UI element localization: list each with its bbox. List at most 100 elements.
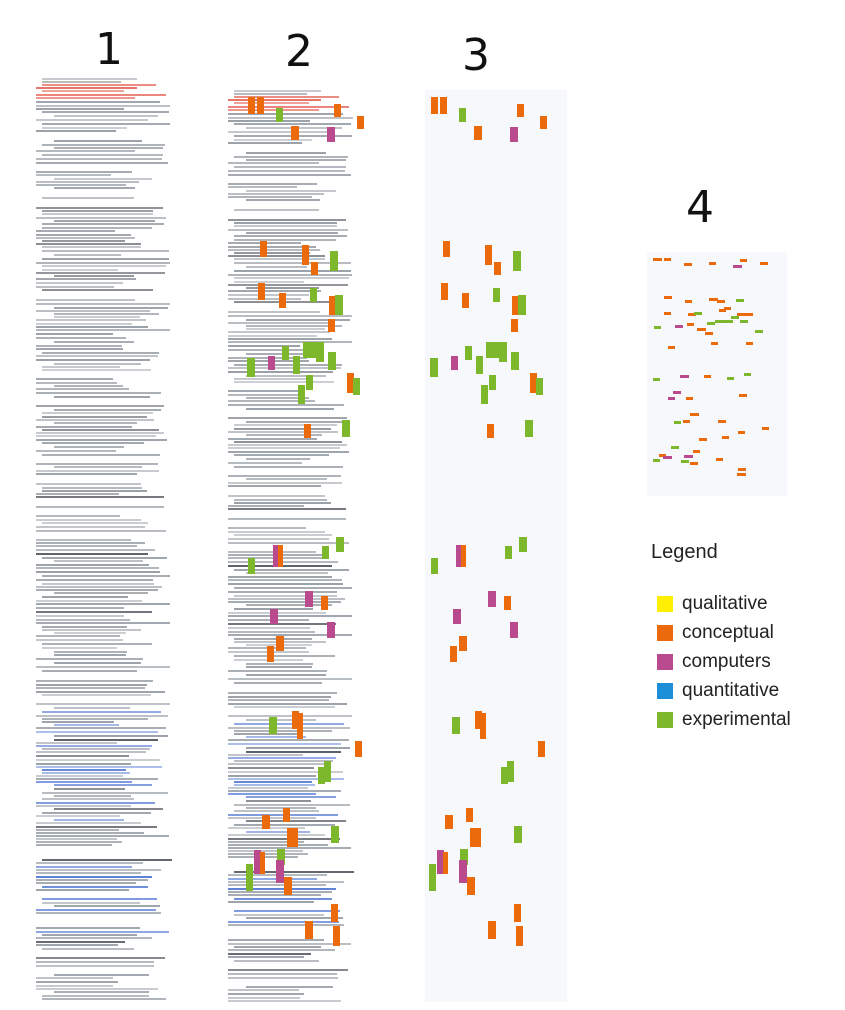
document-text-line	[246, 190, 336, 192]
document-text-line	[228, 357, 307, 359]
experimental-mark	[276, 108, 283, 122]
legend-label-experimental: experimental	[682, 709, 791, 730]
conceptual-mark	[664, 312, 671, 315]
document-text-line	[36, 234, 131, 236]
conceptual-mark	[305, 921, 313, 939]
document-text-line	[228, 921, 339, 923]
document-text-line	[228, 538, 329, 540]
document-text-line	[36, 927, 140, 929]
experimental-mark	[328, 352, 336, 370]
legend-swatch-conceptual	[657, 625, 673, 641]
document-text-line	[228, 196, 312, 198]
document-text-line	[36, 611, 152, 613]
document-text-line	[246, 325, 342, 327]
document-text-line	[228, 767, 314, 769]
document-text-line	[234, 781, 312, 783]
document-text-line	[36, 207, 163, 209]
conceptual-mark	[267, 646, 274, 662]
document-text-line	[36, 162, 168, 164]
conceptual-mark	[718, 420, 726, 423]
document-text-line	[234, 235, 347, 237]
document-text-line	[42, 711, 161, 713]
document-text-line	[228, 703, 347, 705]
document-text-line	[228, 743, 341, 745]
document-text-line	[36, 805, 131, 807]
conceptual-mark	[311, 262, 318, 275]
document-text-line	[228, 444, 347, 446]
conceptual-mark	[284, 877, 292, 895]
conceptual-mark	[329, 296, 337, 315]
document-text-line	[228, 973, 337, 975]
document-text-line	[54, 974, 149, 976]
document-text-line	[42, 934, 137, 936]
document-text-line	[228, 174, 351, 176]
document-text-line	[228, 561, 338, 563]
document-text-line	[36, 579, 153, 581]
document-text-line	[36, 937, 152, 939]
document-text-line	[36, 635, 120, 637]
document-text-line	[54, 446, 124, 448]
document-text-line	[36, 388, 129, 390]
document-text-line	[54, 254, 121, 256]
conceptual-mark	[488, 921, 496, 939]
legend-label-quantitative: quantitative	[682, 680, 780, 701]
document-text-line	[36, 778, 158, 780]
stage-2-number: 2	[285, 26, 313, 77]
document-text-line	[36, 876, 152, 878]
conceptual-mark	[287, 828, 298, 847]
conceptual-mark	[686, 397, 693, 400]
conceptual-mark	[328, 319, 335, 332]
document-text-line	[42, 812, 151, 814]
document-text-line	[42, 575, 170, 577]
conceptual-mark	[321, 596, 328, 610]
experimental-mark	[486, 342, 501, 358]
document-text-line	[228, 482, 342, 484]
conceptual-mark	[693, 450, 700, 453]
document-text-line	[246, 328, 325, 330]
legend-swatch-experimental	[657, 712, 673, 728]
document-text-line	[228, 322, 334, 324]
experimental-mark	[303, 342, 318, 358]
document-text-line	[234, 760, 333, 762]
experimental-mark	[246, 864, 253, 891]
document-text-line	[36, 108, 124, 110]
document-text-line	[42, 144, 165, 146]
document-text-line	[228, 249, 320, 251]
document-text-line	[42, 718, 148, 720]
conceptual-mark	[762, 427, 769, 430]
document-text-line	[54, 422, 137, 424]
experimental-mark	[727, 377, 734, 380]
document-text-line	[228, 183, 317, 185]
experimental-mark	[514, 826, 522, 843]
experimental-mark	[481, 385, 488, 404]
computers-mark	[270, 609, 278, 624]
conceptual-mark	[260, 241, 267, 257]
conceptual-mark	[668, 346, 675, 349]
document-text-line	[36, 272, 165, 274]
document-text-line	[234, 156, 348, 158]
document-text-line	[36, 862, 143, 864]
document-text-line	[246, 736, 306, 738]
document-text-line	[36, 691, 165, 693]
document-text-line	[36, 866, 132, 868]
conceptual-mark	[440, 97, 447, 114]
document-text-line	[54, 788, 125, 790]
experimental-mark	[277, 849, 285, 865]
document-text-line	[42, 721, 114, 723]
document-text-line	[36, 278, 136, 280]
document-text-line	[246, 663, 313, 665]
document-text-line	[36, 829, 119, 831]
experimental-mark	[694, 312, 702, 315]
experimental-mark	[306, 375, 313, 390]
document-text-line	[42, 258, 169, 260]
document-text-line	[36, 470, 159, 472]
conceptual-mark	[722, 436, 729, 439]
document-text-line	[36, 703, 170, 705]
document-text-line	[36, 405, 164, 407]
computers-mark	[453, 609, 461, 624]
document-text-line	[36, 766, 162, 768]
document-text-line	[36, 87, 137, 89]
document-text-line	[36, 603, 170, 605]
document-text-line	[36, 988, 158, 990]
document-text-line	[42, 78, 137, 80]
